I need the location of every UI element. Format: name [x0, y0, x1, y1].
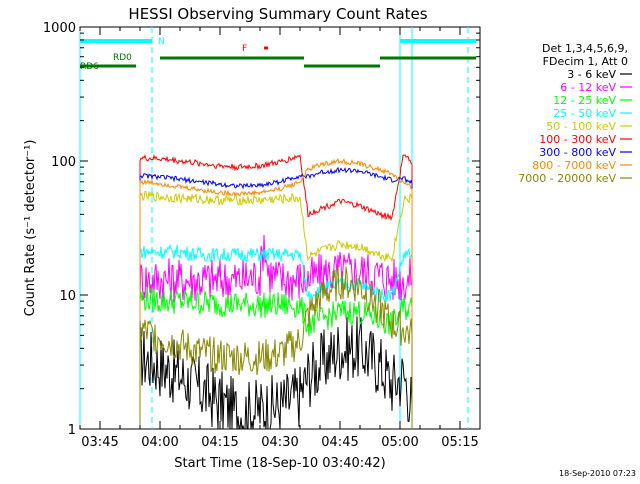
- legend-label-7: 800 - 7000 keV: [532, 159, 616, 172]
- y-axis-label: Count Rate (s⁻¹ detector⁻¹): [23, 140, 38, 317]
- series-line-2: [139, 287, 413, 429]
- chart-title: HESSI Observing Summary Count Rates: [128, 5, 427, 23]
- x-tick-label-3: 04:30: [261, 435, 298, 450]
- series-line-3: [139, 244, 413, 429]
- series-line-8: [139, 265, 413, 429]
- flag-label-rd0: RD0: [113, 53, 132, 63]
- x-tick-label-2: 04:15: [201, 435, 238, 450]
- series-line-4: [139, 190, 413, 429]
- x-tick-label-5: 05:00: [381, 435, 418, 450]
- footer-timestamp: 18-Sep-2010 07:23: [559, 469, 636, 478]
- y-tick-label-0: 1: [68, 423, 76, 438]
- legend-header-line-2: FDecim 1, Att 0: [543, 55, 628, 68]
- flag-label-n: N: [158, 37, 165, 47]
- y-tick-label-2: 100: [51, 155, 76, 170]
- legend-label-2: 12 - 25 keV: [553, 94, 616, 107]
- flag-label-f: F: [242, 44, 247, 54]
- x-axis-label: Start Time (18-Sep-10 03:40:42): [174, 456, 385, 471]
- legend-label-4: 50 - 100 keV: [546, 120, 616, 133]
- legend-label-6: 300 - 800 keV: [539, 146, 616, 159]
- legend-label-5: 100 - 300 keV: [539, 133, 616, 146]
- x-tick-label-6: 05:15: [441, 435, 478, 450]
- x-tick-label-4: 04:45: [321, 435, 358, 450]
- series-line-5: [139, 153, 413, 429]
- x-tick-label-0: 03:45: [81, 435, 118, 450]
- x-tick-label-1: 04:00: [141, 435, 178, 450]
- y-tick-label-1: 10: [59, 289, 76, 304]
- legend-header-line-1: Det 1,3,4,5,6,9,: [542, 42, 628, 55]
- series-line-6: [139, 166, 413, 429]
- flag-label-rd6: RD6: [80, 62, 99, 72]
- y-tick-label-3: 1000: [43, 21, 76, 36]
- legend-label-0: 3 - 6 keV: [567, 68, 616, 81]
- series-line-0: [139, 316, 413, 430]
- legend-label-3: 25 - 50 keV: [553, 107, 616, 120]
- series-line-7: [139, 158, 413, 429]
- legend-label-8: 7000 - 20000 keV: [518, 172, 616, 185]
- legend-label-1: 6 - 12 keV: [560, 81, 616, 94]
